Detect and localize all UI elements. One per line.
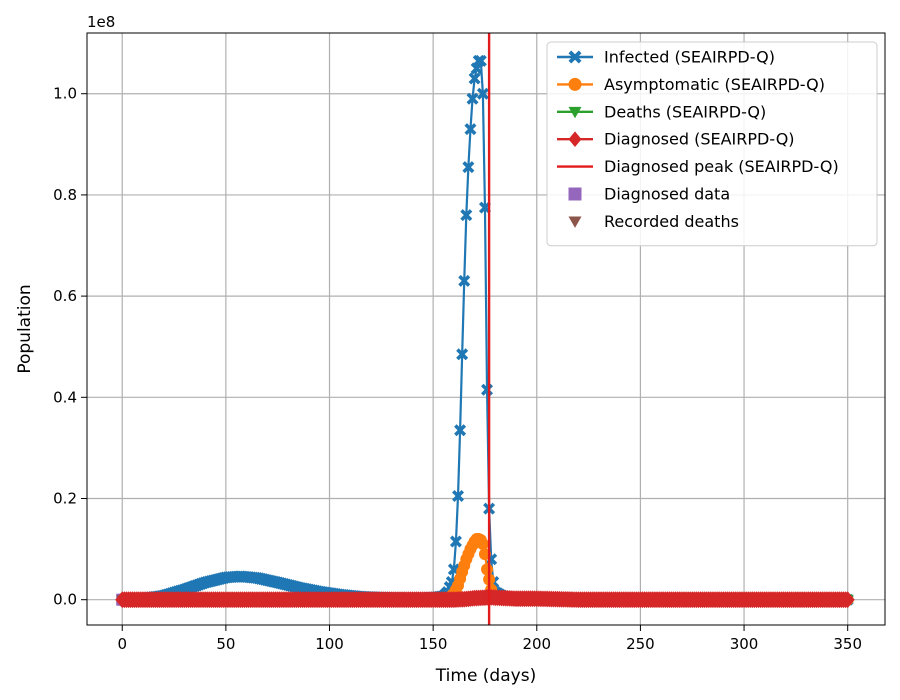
legend-entry: Diagnosed (SEAIRPD-Q) [557, 130, 795, 149]
x-tick-label: 0 [117, 635, 127, 653]
y-tick-label: 1.0 [53, 85, 77, 103]
y-tick-label: 0.0 [53, 591, 77, 609]
infected-seairpd-q-point [470, 62, 483, 75]
x-axis-label: Time (days) [435, 666, 536, 686]
x-tick-label: 250 [626, 635, 655, 653]
y-offset-label: 1e8 [87, 13, 115, 31]
legend-marker [568, 50, 582, 64]
legend-marker [568, 77, 582, 91]
y-tick-label: 0.8 [53, 186, 77, 204]
y-tick-label: 0.6 [53, 287, 77, 305]
legend-entry: Deaths (SEAIRPD-Q) [557, 102, 766, 121]
legend-entry: Diagnosed data [568, 185, 730, 204]
infected-seairpd-q-point [449, 535, 462, 548]
infected-seairpd-q-point [454, 424, 467, 437]
infected-seairpd-q-point [464, 123, 477, 136]
legend: Infected (SEAIRPD-Q) Asymptomatic (SEAIRP… [546, 41, 878, 247]
legend-entry: Asymptomatic (SEAIRPD-Q) [557, 75, 825, 94]
y-axis-label: Population [15, 284, 35, 373]
infected-seairpd-q-point [460, 209, 473, 222]
legend-label: Deaths (SEAIRPD-Q) [604, 102, 766, 121]
series-diagnosed-seairpd-q [115, 588, 855, 609]
x-tick-label: 350 [833, 635, 862, 653]
y-tick-label: 0.2 [53, 490, 77, 508]
legend-marker [568, 216, 582, 228]
asymptomatic-seairpd-q-point [476, 538, 489, 551]
axes-frame [86, 32, 886, 626]
legend-label: Recorded deaths [604, 212, 739, 231]
infected-seairpd-q-point [462, 161, 475, 174]
legend-label: Diagnosed peak (SEAIRPD-Q) [604, 157, 839, 176]
legend-entry: Infected (SEAIRPD-Q) [557, 48, 775, 67]
infected-seairpd-q-point [452, 489, 465, 502]
legend-label: Diagnosed (SEAIRPD-Q) [604, 130, 795, 149]
infected-seairpd-q-point [466, 92, 479, 105]
infected-seairpd-q-point [474, 54, 487, 67]
legend-label: Diagnosed data [604, 185, 730, 204]
legend-label: Asymptomatic (SEAIRPD-Q) [604, 75, 825, 94]
legend-box [546, 41, 878, 247]
x-tick-label: 150 [419, 635, 448, 653]
x-tick-label: 100 [315, 635, 344, 653]
axis-ticks: 0 50 100 150 200 250 300 350 0.0 0.2 0.4 0.6 0.8 1.0 [53, 85, 862, 653]
x-tick-label: 300 [730, 635, 759, 653]
legend-marker [568, 187, 582, 201]
legend-marker [568, 131, 582, 147]
infected-seairpd-q-point [458, 274, 471, 287]
x-tick-label: 200 [522, 635, 551, 653]
infected-seairpd-q-point [456, 348, 469, 361]
diagnosed-seairpd-q-point [840, 591, 855, 609]
legend-entry: Diagnosed peak (SEAIRPD-Q) [557, 157, 839, 176]
y-tick-label: 0.4 [53, 388, 77, 406]
asymptomatic-seairpd-q-point [481, 563, 494, 576]
legend-label: Infected (SEAIRPD-Q) [604, 48, 775, 67]
infected-seairpd-q-point [476, 87, 489, 100]
legend-marker [568, 106, 582, 119]
x-tick-label: 50 [216, 635, 235, 653]
legend-entry: Recorded deaths [568, 212, 739, 231]
infected-seairpd-q-point [468, 72, 481, 85]
plot-area [115, 33, 855, 625]
